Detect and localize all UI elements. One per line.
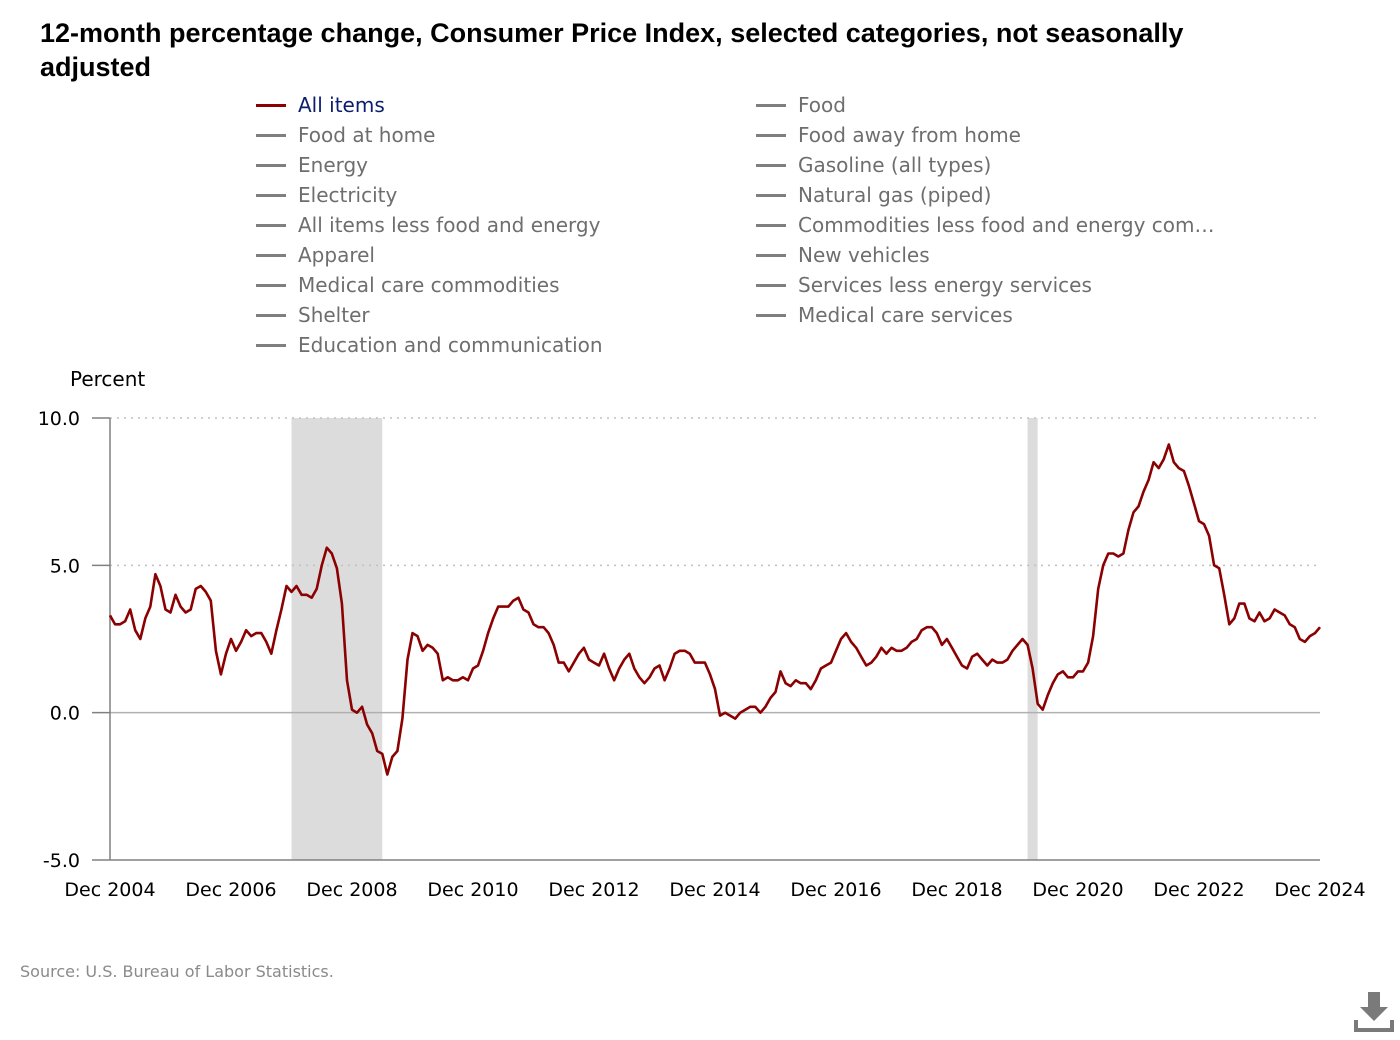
legend-item[interactable]: All items [256,90,385,120]
legend-item[interactable]: Energy [256,150,368,180]
y-tick-label: 5.0 [50,555,80,577]
legend-label: Energy [298,153,369,177]
legend-label: Food [798,93,846,117]
legend-label: Medical care services [798,303,1013,327]
legend-item[interactable]: New vehicles [756,240,930,270]
legend-label: All items [298,93,385,117]
grid-lines [110,417,1320,714]
legend-label: Electricity [298,183,398,207]
series-lines [108,443,1321,776]
legend-item[interactable]: Education and communication [256,330,603,360]
y-tick-label: 10.0 [38,408,80,430]
y-tick-label: -5.0 [43,850,80,872]
legend-item[interactable]: All items less food and energy [256,210,600,240]
legend-label: Food away from home [798,123,1021,147]
legend-swatch [756,193,786,197]
legend-label: Gasoline (all types) [798,153,992,177]
x-tick-label: Dec 2010 [427,879,518,901]
y-axis-ticks: 10.0 5.0 0.0 -5.0 [38,408,110,872]
legend-swatch [256,133,286,137]
legend-swatch [256,313,286,317]
x-tick-label: Dec 2022 [1153,879,1244,901]
legend-label: Education and communication [298,333,603,357]
legend-swatch [256,343,286,347]
legend-swatch [756,133,786,137]
legend-item[interactable]: Gasoline (all types) [756,150,991,180]
legend-swatch [756,313,786,317]
legend-swatch [756,283,786,287]
x-tick-label: Dec 2004 [64,879,155,901]
recession-band [291,418,383,860]
recession-band [1027,418,1038,860]
x-tick-label: Dec 2018 [911,879,1002,901]
legend-label: Medical care commodities [298,273,560,297]
legend-swatch [256,103,286,107]
legend-item[interactable]: Food away from home [756,120,1021,150]
legend-item[interactable]: Natural gas (piped) [756,180,991,210]
x-tick-label: Dec 2024 [1274,879,1365,901]
legend-swatch [756,223,786,227]
legend-label: All items less food and energy [298,213,601,237]
legend-label: Services less energy services [798,273,1092,297]
legend-item[interactable]: Commodities less food and energy com… [756,210,1215,240]
legend-label: Natural gas (piped) [798,183,992,207]
legend-swatch [256,163,286,167]
legend-item[interactable]: Food [756,90,846,120]
x-tick-label: Dec 2014 [669,879,760,901]
download-icon[interactable] [1352,990,1396,1034]
legend-item[interactable]: Medical care services [756,300,1013,330]
chart-title: 12-month percentage change, Consumer Pri… [40,18,1184,82]
x-tick-label: Dec 2006 [185,879,276,901]
legend-swatch [256,193,286,197]
legend-swatch [256,283,286,287]
source-note: Source: U.S. Bureau of Labor Statistics. [20,962,334,981]
series-line-all-items [108,443,1321,776]
x-tick-label: Dec 2016 [790,879,881,901]
legend-swatch [256,223,286,227]
legend-item[interactable]: Electricity [256,180,397,210]
legend-swatch [756,163,786,167]
legend-item[interactable]: Apparel [256,240,375,270]
line-chart: 10.05.00.0-5.0 Dec 2004 Dec 2006 Dec 2008 D… [38,408,1366,901]
recession-bands [291,418,1038,860]
legend-label: Shelter [298,303,370,327]
y-tick-label: 0.0 [50,703,80,725]
chart-axes [109,418,1320,861]
legend-swatch [756,103,786,107]
legend-swatch [756,253,786,257]
legend-label: Apparel [298,243,375,267]
legend-item[interactable]: Services less energy services [756,270,1092,300]
x-axis-ticks: Dec 2004 Dec 2006 Dec 2008 Dec 2010 Dec 2012… [64,879,1365,901]
legend-item[interactable]: Food at home [256,120,435,150]
legend-item[interactable]: Medical care commodities [256,270,559,300]
y-axis-label: Percent [70,367,146,391]
x-tick-label: Dec 2020 [1032,879,1123,901]
x-tick-label: Dec 2008 [306,879,397,901]
legend-label: Commodities less food and energy com… [798,213,1215,237]
legend-label: New vehicles [798,243,930,267]
x-tick-label: Dec 2012 [548,879,639,901]
legend-item[interactable]: Shelter [256,300,370,330]
legend-label: Food at home [298,123,436,147]
legend-swatch [256,253,286,257]
